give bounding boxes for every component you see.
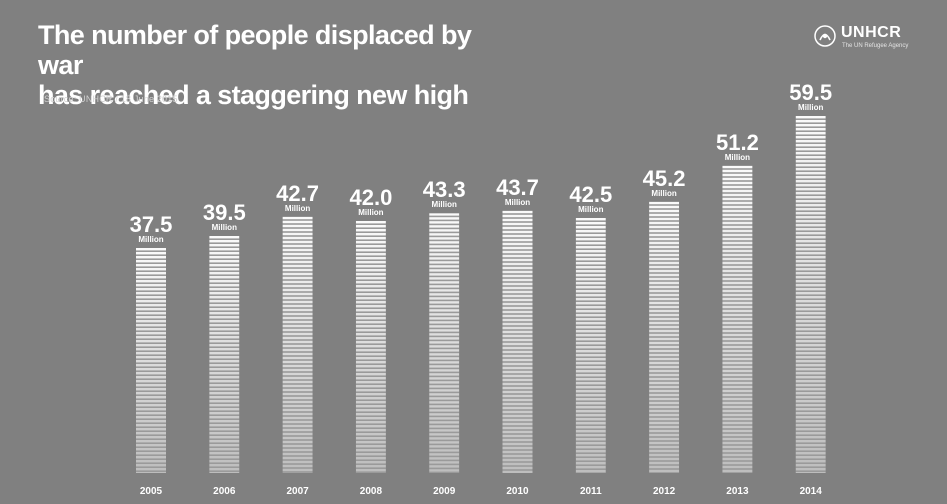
- unit-label-2008: Million: [358, 208, 383, 217]
- value-label-2008: 42.0: [349, 185, 392, 210]
- logo-tagline: The UN Refugee Agency: [842, 43, 909, 49]
- chart-title-line-1: The number of people displaced by war: [38, 20, 472, 80]
- bar-stripes-2014: [795, 116, 826, 473]
- bar-stripes-2010: [502, 210, 533, 474]
- value-label-2007: 42.7: [276, 181, 319, 206]
- bar-body-2010: [502, 210, 533, 474]
- bar-2006: [209, 236, 240, 473]
- value-label-2014: 59.5: [789, 80, 832, 105]
- bar-2013: [722, 165, 753, 474]
- unit-label-2014: Million: [798, 103, 823, 112]
- bar-2012: [649, 201, 680, 474]
- bar-stripes-2012: [649, 201, 680, 473]
- chart-title: The number of people displaced by war ha…: [38, 20, 498, 110]
- value-label-2011: 42.5: [569, 182, 612, 207]
- bar-2014: [795, 116, 826, 473]
- value-label-2009: 43.3: [423, 177, 466, 202]
- bar-stripes-2013: [722, 165, 753, 473]
- unit-label-2010: Million: [505, 198, 530, 207]
- bar-body-2006: [209, 236, 240, 473]
- bar-stripes-2009: [429, 213, 460, 472]
- bar-body-2014: [795, 116, 826, 473]
- bar-2007: [282, 216, 313, 474]
- bar-2005: [136, 248, 166, 473]
- bar-stripes-2006: [209, 236, 240, 473]
- unit-label-2006: Million: [212, 223, 237, 232]
- value-label-2013: 51.2: [716, 130, 759, 155]
- bar-2009: [429, 213, 460, 473]
- bar-2010: [502, 210, 533, 474]
- chart-title-line-2: has reached a staggering new high: [38, 80, 469, 110]
- logo-wordmark: UNHCR: [841, 24, 902, 41]
- bar-body-2011: [575, 218, 606, 473]
- unit-label-2005: Million: [138, 235, 163, 244]
- bar-stripes-2005: [136, 248, 166, 473]
- unit-label-2009: Million: [432, 200, 457, 209]
- bar-stripes-2011: [575, 218, 606, 473]
- unit-label-2007: Million: [285, 204, 310, 213]
- bar-stripes-2008: [355, 221, 386, 472]
- unit-label-2013: Million: [725, 153, 750, 162]
- source-note: Source: UNHCR / 18 June 2015: [44, 94, 178, 104]
- unit-label-2012: Million: [651, 189, 676, 198]
- bar-stripes-2007: [282, 216, 313, 474]
- bar-2008: [355, 221, 386, 473]
- value-label-2005: 37.5: [130, 212, 173, 237]
- unhcr-emblem-icon: [814, 25, 836, 47]
- value-label-2006: 39.5: [203, 200, 246, 225]
- unhcr-logo: UNHCR The UN Refugee Agency: [814, 22, 924, 52]
- unit-label-2011: Million: [578, 205, 603, 214]
- bar-2011: [575, 218, 606, 473]
- value-label-2012: 45.2: [643, 166, 686, 191]
- value-label-2010: 43.7: [496, 175, 539, 200]
